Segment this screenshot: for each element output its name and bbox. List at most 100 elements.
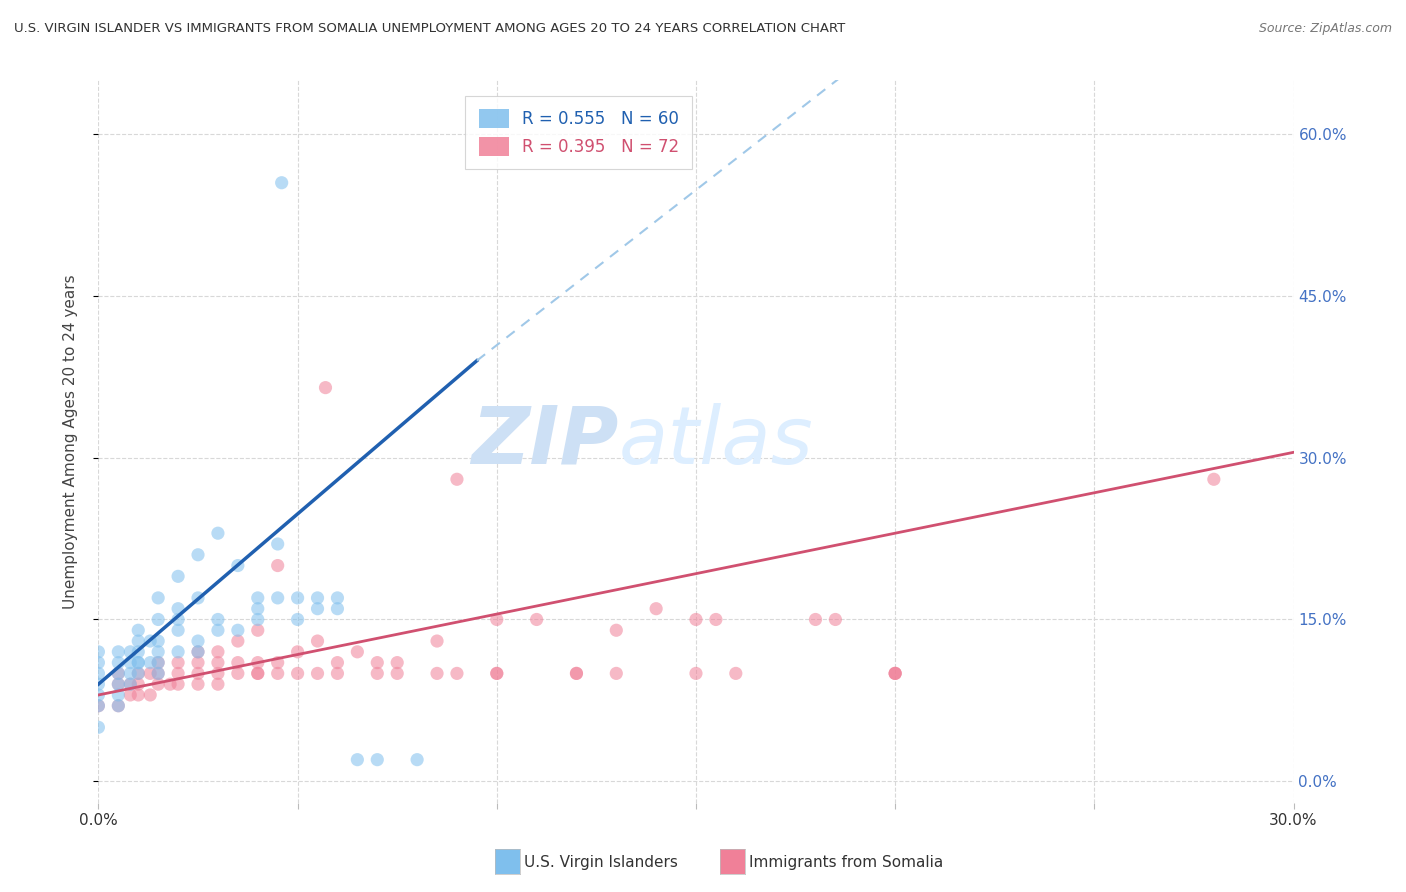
Point [120,645,142,659]
Point [87,677,110,691]
Point [127,688,149,702]
Point [87,645,110,659]
Point [307,591,329,605]
Point [87,698,110,713]
Point [645,601,668,615]
Point [207,656,229,670]
Point [87,656,110,670]
Point [385,656,409,670]
Point [326,656,349,670]
Text: Source: ZipAtlas.com: Source: ZipAtlas.com [1258,22,1392,36]
Point [426,666,449,681]
Point [107,666,129,681]
Point [207,645,229,659]
Point [226,666,249,681]
Point [267,656,290,670]
Point [187,548,209,562]
Point [187,645,209,659]
Point [565,666,588,681]
Point [485,612,508,626]
Point [385,666,409,681]
Point [127,677,149,691]
Point [287,645,309,659]
Point [267,537,290,551]
Point [884,666,907,681]
Point [127,666,149,681]
Point [107,688,129,702]
Point [159,677,181,691]
Point [187,656,209,670]
Point [724,666,747,681]
Point [167,645,190,659]
Point [366,753,388,767]
Point [207,612,229,626]
Point [167,666,190,681]
Point [307,666,329,681]
Point [246,591,269,605]
Point [226,656,249,670]
Point [246,666,269,681]
Y-axis label: Unemployment Among Ages 20 to 24 years: Unemployment Among Ages 20 to 24 years [63,274,77,609]
Point [120,656,142,670]
Point [127,634,149,648]
Point [704,612,727,626]
Point [167,656,190,670]
Point [148,677,170,691]
Point [107,677,129,691]
Point [167,612,190,626]
Point [148,666,170,681]
Point [446,472,468,486]
Point [187,645,209,659]
Point [605,666,627,681]
Text: U.S. Virgin Islanders: U.S. Virgin Islanders [524,855,678,870]
Point [107,677,129,691]
Point [107,656,129,670]
Point [139,656,162,670]
Point [804,612,827,626]
Point [226,634,249,648]
Point [270,176,292,190]
Point [287,612,309,626]
Point [139,666,162,681]
Point [148,591,170,605]
Point [120,688,142,702]
Point [127,656,149,670]
Point [246,656,269,670]
Point [346,753,368,767]
Point [120,677,142,691]
Point [267,591,290,605]
Point [307,634,329,648]
Point [127,656,149,670]
Point [315,381,337,395]
Point [307,601,329,615]
Point [226,558,249,573]
Point [207,526,229,541]
Point [87,698,110,713]
Point [246,601,269,615]
Point [366,656,388,670]
Point [326,591,349,605]
Point [120,677,142,691]
Point [884,666,907,681]
Point [346,645,368,659]
Point [139,688,162,702]
Point [287,591,309,605]
Point [685,612,707,626]
Point [148,612,170,626]
Point [1202,472,1225,486]
Point [87,688,110,702]
Point [107,698,129,713]
Point [824,612,846,626]
Point [127,666,149,681]
Point [485,666,508,681]
Point [406,753,429,767]
Point [366,666,388,681]
Point [148,656,170,670]
Point [87,720,110,734]
Point [685,666,707,681]
Point [127,645,149,659]
Point [87,666,110,681]
Point [426,634,449,648]
Point [127,624,149,638]
Point [120,666,142,681]
